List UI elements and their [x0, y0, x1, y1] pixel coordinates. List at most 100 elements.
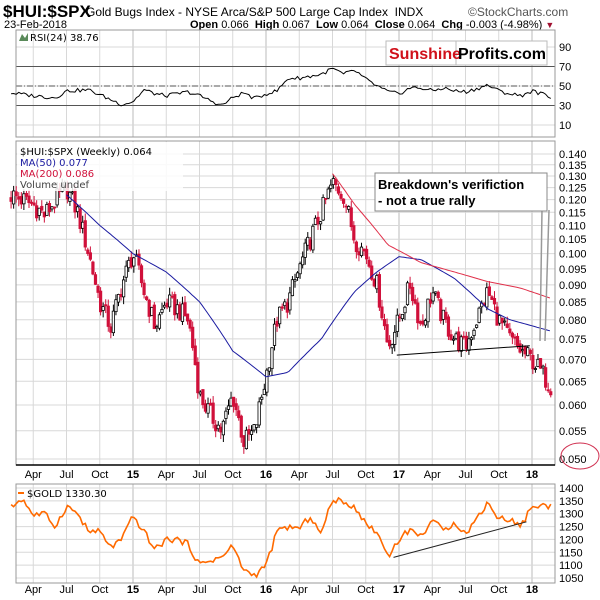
- candle-body: [211, 402, 215, 424]
- price-y-tick-label: 0.140: [559, 149, 587, 161]
- candle-body: [196, 361, 200, 394]
- candle-down: [170, 291, 174, 299]
- candle-body: [221, 420, 225, 436]
- candle-body: [505, 323, 509, 328]
- candle-down: [27, 189, 31, 208]
- candle-body: [104, 304, 108, 307]
- candle-body: [262, 388, 266, 396]
- x-tick-label: Apr: [424, 469, 441, 481]
- annotation-line-1: Breakdown's verifiction: [378, 177, 524, 192]
- candle-up: [229, 391, 233, 408]
- candle-body: [329, 184, 333, 189]
- rsi-y-tick-label: 10: [559, 120, 571, 132]
- candle-up: [426, 298, 430, 328]
- price-y-tick-label: 0.050: [559, 454, 587, 466]
- annotation-box: [374, 172, 548, 212]
- candle-up: [313, 215, 318, 225]
- highlight-ellipse: [560, 442, 600, 470]
- candle-down: [436, 290, 440, 301]
- candle-body: [521, 349, 525, 352]
- candle-body: [367, 259, 371, 267]
- candle-body: [316, 216, 320, 225]
- candle-down: [349, 201, 353, 231]
- candle-up: [244, 426, 248, 450]
- candle-down: [444, 307, 448, 323]
- x-tick-label: Apr: [291, 469, 308, 481]
- candle-up: [114, 294, 118, 316]
- candle-body: [139, 265, 144, 284]
- candle-up: [541, 364, 545, 375]
- close-value: 0.064: [407, 19, 436, 31]
- candle-body: [86, 249, 90, 254]
- candle-up: [359, 242, 364, 258]
- candle-body: [111, 310, 115, 334]
- x-tick-label: 15: [127, 469, 139, 481]
- quote-date: 23-Feb-2018: [4, 19, 67, 31]
- candle-down: [237, 405, 241, 421]
- chg-label: Chg: [441, 19, 463, 31]
- x-tick-label: Jul: [192, 469, 206, 481]
- copyright: ©StockCharts.com: [468, 5, 569, 19]
- candle-down: [142, 279, 146, 299]
- candle-up: [22, 189, 26, 211]
- open-label: Open: [190, 19, 219, 31]
- candle-body: [354, 241, 358, 253]
- candle-up: [162, 301, 167, 310]
- candle-up: [503, 317, 507, 326]
- candle-down: [178, 301, 182, 321]
- candle-body: [219, 426, 223, 433]
- candle-up: [270, 347, 274, 376]
- price-y-tick-label: 0.135: [559, 160, 587, 172]
- x-tick-label: Jul: [192, 584, 206, 596]
- candle-body: [206, 403, 210, 414]
- candle-body: [469, 337, 474, 341]
- candle-up: [431, 286, 435, 305]
- candle-body: [459, 336, 463, 352]
- candle-body: [370, 265, 374, 280]
- candle-body: [365, 248, 369, 260]
- candle-body: [162, 304, 167, 308]
- candle-up: [255, 424, 259, 434]
- candle-body: [9, 197, 13, 202]
- candle-body: [436, 291, 440, 299]
- candle-down: [457, 326, 461, 353]
- candle-up: [206, 397, 210, 418]
- legend-ma50: MA(50) 0.077: [20, 158, 88, 169]
- candle-body: [352, 225, 356, 241]
- candle-down: [411, 282, 415, 306]
- candle-up: [257, 397, 261, 428]
- candle-body: [242, 435, 246, 447]
- candle-up: [393, 325, 397, 352]
- candle-down: [418, 320, 422, 326]
- candle-body: [336, 186, 341, 194]
- candle-down: [19, 192, 23, 209]
- candle-body: [295, 272, 300, 278]
- candle-body: [444, 311, 448, 320]
- candle-body: [285, 302, 289, 313]
- candle-up: [12, 185, 16, 209]
- candle-body: [45, 204, 49, 216]
- candle-body: [400, 313, 405, 320]
- candle-up: [306, 232, 310, 251]
- candle-down: [139, 263, 144, 288]
- candle-up: [262, 383, 266, 396]
- candle-body: [416, 302, 420, 324]
- candle-down: [52, 206, 57, 214]
- candle-body: [165, 302, 169, 308]
- candle-down: [380, 299, 384, 321]
- gold-legend-text: $GOLD 1330.30: [27, 489, 107, 500]
- candle-body: [96, 285, 100, 293]
- candle-body: [19, 196, 23, 205]
- candle-body: [160, 308, 164, 313]
- candle-down: [365, 245, 369, 265]
- candle-up: [124, 260, 128, 283]
- candle-body: [347, 206, 351, 210]
- open-value: 0.066: [221, 19, 249, 31]
- candle-body: [306, 236, 310, 246]
- candle-body: [283, 301, 287, 307]
- candle-body: [114, 299, 118, 313]
- gold-y-tick-label: 1300: [559, 509, 583, 521]
- rsi-y-tick-label: 90: [559, 42, 571, 54]
- candle-down: [336, 183, 341, 196]
- candle-body: [313, 217, 318, 225]
